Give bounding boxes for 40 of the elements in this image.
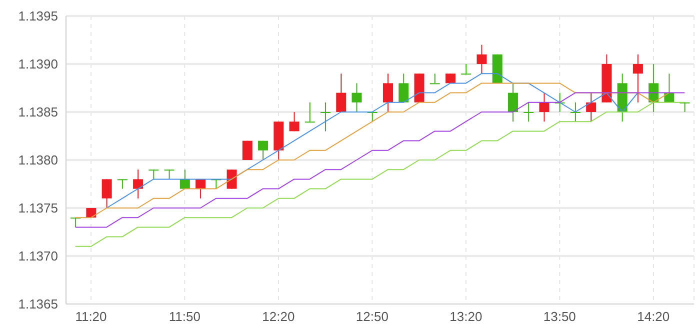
candlestick bbox=[398, 73, 409, 103]
x-tick-label: 12:50 bbox=[356, 309, 388, 324]
candlestick bbox=[632, 54, 643, 103]
candlestick bbox=[226, 169, 237, 190]
candlestick bbox=[586, 92, 596, 122]
y-tick-label: 1.1370 bbox=[18, 248, 58, 264]
y-tick-label: 1.1395 bbox=[18, 8, 58, 24]
y-tick-label: 1.1380 bbox=[18, 152, 58, 168]
x-tick-label: 12:20 bbox=[262, 309, 295, 324]
candlestick bbox=[476, 44, 487, 74]
y-tick-label: 1.1365 bbox=[18, 296, 58, 312]
candlestick bbox=[289, 112, 300, 132]
line-series bbox=[106, 73, 638, 208]
candlestick bbox=[461, 64, 472, 75]
y-tick-label: 1.1390 bbox=[18, 56, 58, 72]
candlestick bbox=[117, 178, 128, 190]
candlestick bbox=[258, 140, 268, 160]
candlestick bbox=[430, 73, 440, 84]
x-tick-label: 14:20 bbox=[637, 309, 670, 324]
candlestick bbox=[148, 169, 159, 180]
candlestick bbox=[570, 102, 580, 122]
y-tick-label: 1.1385 bbox=[18, 104, 58, 120]
y-tick-label: 1.1375 bbox=[18, 200, 58, 216]
candlestick bbox=[539, 92, 550, 122]
candlestick bbox=[524, 102, 534, 122]
x-tick-label: 11:20 bbox=[75, 309, 107, 324]
candlestick bbox=[304, 102, 315, 123]
candlestick bbox=[352, 82, 362, 112]
candlestick bbox=[133, 169, 144, 199]
candlestick bbox=[180, 169, 190, 190]
candlestick bbox=[102, 178, 112, 208]
candlestick bbox=[508, 82, 518, 122]
candlestick bbox=[383, 73, 393, 112]
candlestick bbox=[320, 102, 331, 132]
candlestick bbox=[196, 178, 206, 199]
x-tick-label: 13:20 bbox=[450, 309, 482, 324]
x-tick-label: 13:50 bbox=[543, 309, 576, 324]
x-tick-label: 11:50 bbox=[168, 309, 201, 324]
candlestick bbox=[336, 73, 346, 112]
candlestick bbox=[164, 169, 174, 180]
